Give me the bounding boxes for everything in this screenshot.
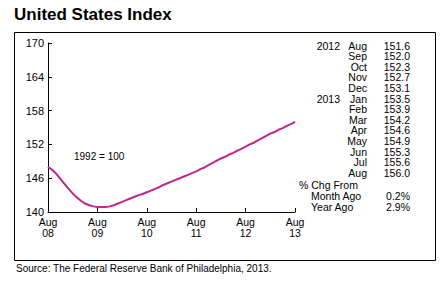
svg-text:151.6: 151.6 [383, 39, 410, 52]
svg-text:152.3: 152.3 [383, 60, 410, 73]
svg-text:08: 08 [42, 227, 54, 239]
svg-text:Aug: Aug [348, 167, 367, 179]
svg-text:Aug: Aug [88, 215, 107, 228]
svg-text:158: 158 [26, 105, 44, 117]
svg-text:2012: 2012 [317, 40, 341, 52]
svg-text:Dec: Dec [348, 81, 367, 94]
svg-text:152.7: 152.7 [383, 71, 410, 84]
svg-text:Month Ago: Month Ago [311, 189, 362, 202]
svg-text:Aug: Aug [137, 215, 157, 228]
svg-text:154.9: 154.9 [383, 134, 410, 147]
svg-text:May: May [347, 134, 367, 147]
svg-text:154.2: 154.2 [383, 113, 410, 126]
svg-text:2.9%: 2.9% [386, 201, 410, 213]
svg-text:Nov: Nov [348, 71, 367, 84]
svg-text:Aug: Aug [236, 215, 255, 228]
svg-text:140: 140 [25, 206, 44, 218]
svg-text:Jun: Jun [350, 145, 367, 158]
svg-text:146: 146 [26, 172, 44, 184]
svg-text:155.3: 155.3 [383, 145, 410, 158]
svg-text:Aug: Aug [348, 39, 367, 52]
svg-text:Aug: Aug [38, 215, 58, 228]
svg-text:Aug: Aug [285, 215, 305, 228]
svg-text:United States Index: United States Index [14, 5, 172, 24]
svg-text:Jan: Jan [350, 92, 367, 105]
svg-text:154.6: 154.6 [383, 124, 410, 137]
svg-text:2013: 2013 [317, 93, 341, 105]
svg-text:Mar: Mar [348, 113, 367, 126]
svg-text:153.1: 153.1 [383, 81, 410, 94]
svg-text:164: 164 [26, 71, 44, 83]
svg-text:Jul: Jul [353, 156, 367, 169]
svg-text:10: 10 [141, 227, 153, 239]
svg-text:13: 13 [289, 227, 301, 239]
svg-text:Year Ago: Year Ago [311, 201, 353, 213]
svg-text:Sep: Sep [348, 50, 367, 63]
svg-text:1992 = 100: 1992 = 100 [74, 151, 125, 162]
svg-text:11: 11 [191, 227, 202, 239]
svg-text:170: 170 [26, 37, 44, 49]
svg-text:153.9: 153.9 [383, 103, 410, 116]
svg-text:Aug: Aug [186, 215, 206, 228]
svg-text:% Chg From: % Chg From [299, 179, 358, 192]
svg-text:0.2%: 0.2% [386, 189, 410, 202]
svg-text:09: 09 [92, 227, 104, 239]
svg-text:Oct: Oct [350, 60, 367, 73]
svg-text:12: 12 [240, 227, 252, 239]
svg-text:Source: The Federal Reserve Ba: Source: The Federal Reserve Bank of Phil… [16, 263, 272, 274]
svg-text:152.0: 152.0 [383, 50, 410, 63]
svg-text:Feb: Feb [348, 103, 367, 116]
svg-text:Apr: Apr [350, 124, 367, 137]
svg-text:155.6: 155.6 [383, 156, 410, 169]
svg-text:156.0: 156.0 [384, 167, 410, 179]
svg-text:153.5: 153.5 [383, 92, 410, 105]
svg-text:152: 152 [26, 138, 44, 150]
